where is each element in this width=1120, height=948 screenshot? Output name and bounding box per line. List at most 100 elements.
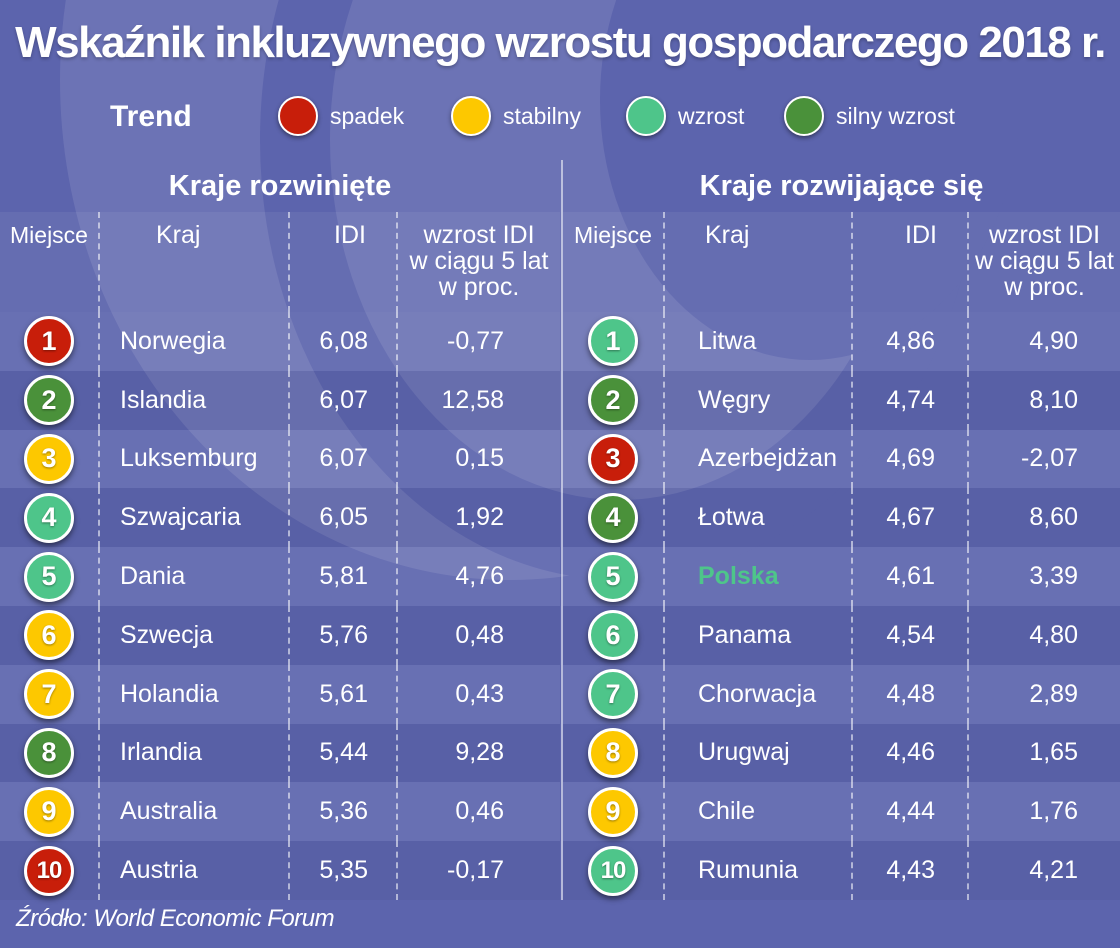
growth-cell: 0,48	[396, 605, 560, 665]
legend-title: Trend	[110, 100, 192, 133]
rank-cell: 4	[563, 488, 663, 547]
growth-cell: 4,90	[967, 312, 1120, 371]
idi-cell: 4,67	[851, 488, 967, 548]
growth-cell: 0,46	[396, 782, 560, 842]
trend-badge-icon: 2	[24, 375, 74, 426]
trend-badge-icon: 3	[588, 433, 638, 484]
page-title: Wskaźnik inkluzywnego wzrostu gospodarcz…	[15, 18, 1106, 67]
idi-cell: 4,61	[851, 547, 967, 606]
rank-cell: 7	[0, 665, 98, 724]
trend-badge-icon: 3	[24, 433, 74, 484]
table-row: 9 Chile 4,44 1,76	[563, 782, 1120, 842]
country-cell: Łotwa	[663, 488, 851, 548]
country-cell: Austria	[98, 841, 288, 900]
rank-cell: 9	[0, 782, 98, 841]
rank-cell: 3	[563, 430, 663, 489]
developed-countries-table: Kraje rozwinięte Miejsce Kraj IDI wzrost…	[0, 160, 560, 900]
table-row: 2 Islandia 6,07 12,58	[0, 370, 560, 430]
table-row: 1 Norwegia 6,08 -0,77	[0, 312, 560, 371]
idi-cell: 4,54	[851, 605, 967, 665]
country-cell: Urugwaj	[663, 723, 851, 783]
growth-cell: 0,15	[396, 429, 560, 489]
idi-cell: 5,61	[288, 664, 396, 724]
table-row: 7 Chorwacja 4,48 2,89	[563, 664, 1120, 724]
table-row: 5 Dania 5,81 4,76	[0, 547, 560, 606]
country-cell: Rumunia	[663, 841, 851, 900]
country-cell: Australia	[98, 782, 288, 842]
rank-cell: 5	[563, 547, 663, 606]
idi-cell: 6,08	[288, 312, 396, 371]
rank-cell: 5	[0, 547, 98, 606]
table-row: 3 Luksemburg 6,07 0,15	[0, 429, 560, 489]
country-cell: Luksemburg	[98, 429, 288, 489]
source-note: Źródło: World Economic Forum	[16, 905, 335, 932]
idi-cell: 4,44	[851, 782, 967, 842]
legend-item-wzrost: wzrost	[626, 96, 744, 136]
growth-cell: -0,77	[396, 312, 560, 371]
country-cell: Chorwacja	[663, 664, 851, 724]
table-row: 9 Australia 5,36 0,46	[0, 782, 560, 842]
trend-badge-icon: 8	[24, 727, 74, 778]
idi-cell: 4,86	[851, 312, 967, 371]
header-idi: IDI	[288, 212, 396, 312]
rank-cell: 4	[0, 488, 98, 547]
country-cell: Holandia	[98, 664, 288, 724]
rank-cell: 6	[563, 606, 663, 665]
idi-cell: 4,74	[851, 370, 967, 430]
country-cell: Irlandia	[98, 723, 288, 783]
rank-cell: 8	[563, 724, 663, 783]
table-row: 10 Rumunia 4,43 4,21	[563, 841, 1120, 900]
trend-badge-icon: 5	[588, 551, 638, 602]
header-growth: wzrost IDI w ciągu 5 lat w proc.	[967, 212, 1120, 312]
growth-cell: -0,17	[396, 841, 560, 900]
table-header: Miejsce Kraj IDI wzrost IDI w ciągu 5 la…	[0, 212, 560, 312]
legend-item-stabilny: stabilny	[451, 96, 581, 136]
table-row: 1 Litwa 4,86 4,90	[563, 312, 1120, 371]
country-cell: Panama	[663, 605, 851, 665]
header-growth: wzrost IDI w ciągu 5 lat w proc.	[396, 212, 560, 312]
light-green-circle-icon	[626, 96, 666, 136]
trend-badge-icon: 1	[24, 316, 74, 367]
trend-badge-icon: 4	[588, 492, 638, 543]
idi-cell: 4,46	[851, 723, 967, 783]
table-row: 7 Holandia 5,61 0,43	[0, 664, 560, 724]
growth-cell: 4,21	[967, 841, 1120, 900]
idi-cell: 5,36	[288, 782, 396, 842]
trend-badge-icon: 10	[24, 845, 74, 896]
header-idi: IDI	[851, 212, 967, 312]
trend-badge-icon: 5	[24, 551, 74, 602]
trend-badge-icon: 8	[588, 727, 638, 778]
idi-cell: 4,69	[851, 429, 967, 489]
dark-green-circle-icon	[784, 96, 824, 136]
header-country: Kraj	[663, 212, 851, 312]
table-row: 4 Szwajcaria 6,05 1,92	[0, 488, 560, 548]
country-cell: Dania	[98, 547, 288, 606]
section-title-developing: Kraje rozwijające się	[699, 170, 984, 202]
table-row: 8 Irlandia 5,44 9,28	[0, 723, 560, 783]
header-rank: Miejsce	[574, 222, 652, 248]
trend-badge-icon: 7	[24, 669, 74, 720]
growth-cell: 1,92	[396, 488, 560, 548]
growth-cell: 1,76	[967, 782, 1120, 842]
idi-cell: 5,35	[288, 841, 396, 900]
rank-cell: 1	[563, 312, 663, 371]
country-cell: Szwecja	[98, 605, 288, 665]
country-cell: Islandia	[98, 370, 288, 430]
country-cell: Chile	[663, 782, 851, 842]
header-rank: Miejsce	[10, 222, 88, 248]
growth-cell: 9,28	[396, 723, 560, 783]
yellow-circle-icon	[451, 96, 491, 136]
rank-cell: 10	[0, 841, 98, 900]
header-country: Kraj	[98, 212, 288, 312]
table-header: Miejsce Kraj IDI wzrost IDI w ciągu 5 la…	[563, 212, 1120, 312]
trend-legend: Trend spadek stabilny wzrost silny wzros…	[0, 92, 1120, 142]
idi-cell: 4,48	[851, 664, 967, 724]
rank-cell: 7	[563, 665, 663, 724]
developing-countries-table: Kraje rozwijające się Miejsce Kraj IDI w…	[563, 160, 1120, 900]
growth-cell: 4,76	[396, 547, 560, 606]
rank-cell: 6	[0, 606, 98, 665]
rank-cell: 2	[0, 371, 98, 430]
idi-cell: 6,05	[288, 488, 396, 548]
table-row: 10 Austria 5,35 -0,17	[0, 841, 560, 900]
rank-cell: 10	[563, 841, 663, 900]
